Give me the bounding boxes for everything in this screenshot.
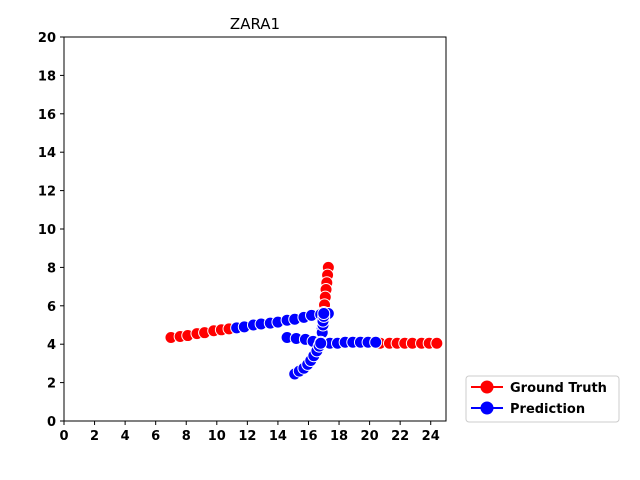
x-axis: 0 2 4 6 8 10 12 14 16 18 20 22 24 [59, 421, 440, 444]
prediction-point [369, 335, 383, 349]
y-tick-label: 16 [38, 108, 56, 123]
x-tick-label: 24 [422, 429, 440, 444]
legend-label-ground-truth: Ground Truth [510, 381, 607, 396]
ground-truth-point [430, 336, 444, 350]
plot-frame [63, 36, 447, 422]
legend-frame [465, 375, 620, 423]
legend-marker-ground-truth [480, 380, 494, 394]
x-tick-label: 20 [361, 429, 379, 444]
x-tick-label: 8 [182, 429, 191, 444]
y-tick-label: 2 [47, 377, 56, 392]
x-tick-label: 22 [391, 429, 409, 444]
y-tick-label: 8 [47, 261, 56, 276]
x-tick-label: 16 [299, 429, 317, 444]
chart-title: ZARA1 [230, 15, 280, 33]
y-tick-label: 20 [38, 31, 56, 46]
prediction-point [314, 336, 328, 350]
plot-area [164, 260, 444, 381]
legend-label-prediction: Prediction [510, 402, 585, 417]
prediction-point [317, 306, 331, 320]
y-tick-label: 6 [47, 300, 56, 315]
x-tick-label: 2 [90, 429, 99, 444]
y-tick-label: 0 [47, 415, 56, 430]
legend: Ground Truth Prediction [465, 375, 620, 423]
y-tick-label: 14 [38, 146, 56, 161]
legend-marker-prediction [480, 401, 494, 415]
x-tick-label: 10 [208, 429, 226, 444]
x-tick-label: 12 [238, 429, 256, 444]
series-prediction [230, 306, 383, 381]
y-tick-label: 10 [38, 223, 56, 238]
x-tick-label: 18 [330, 429, 348, 444]
y-tick-label: 18 [38, 69, 56, 84]
x-tick-label: 14 [269, 429, 287, 444]
x-tick-label: 0 [59, 429, 68, 444]
y-tick-label: 12 [38, 185, 56, 200]
x-tick-label: 4 [121, 429, 130, 444]
y-axis: 0 2 4 6 8 10 12 14 16 18 20 [38, 31, 64, 430]
x-tick-label: 6 [151, 429, 160, 444]
y-tick-label: 4 [47, 338, 56, 353]
